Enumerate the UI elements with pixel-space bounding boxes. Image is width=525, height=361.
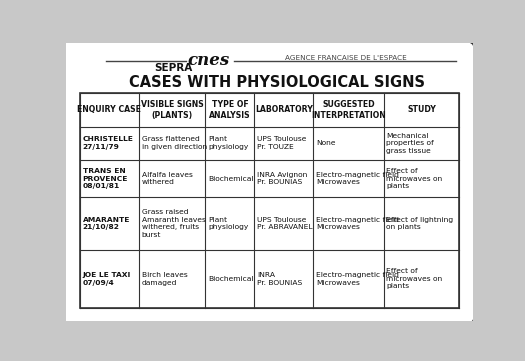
Text: INRA Avignon
Pr. BOUNIAS: INRA Avignon Pr. BOUNIAS	[257, 172, 308, 186]
FancyBboxPatch shape	[61, 41, 475, 324]
Text: Grass raised
Amaranth leaves
withered, fruits
burst: Grass raised Amaranth leaves withered, f…	[142, 209, 205, 238]
Text: SUGGESTED
INTERPRETATION: SUGGESTED INTERPRETATION	[311, 100, 386, 120]
Text: AMARANTE
21/10/82: AMARANTE 21/10/82	[83, 217, 130, 230]
Text: Biochemical: Biochemical	[208, 176, 254, 182]
Text: Plant
physiology: Plant physiology	[208, 136, 248, 150]
Text: Electro-magnetic field
Microwaves: Electro-magnetic field Microwaves	[316, 217, 399, 230]
Text: Effect of lightning
on plants: Effect of lightning on plants	[386, 217, 454, 230]
Text: VISIBLE SIGNS
(PLANTS): VISIBLE SIGNS (PLANTS)	[141, 100, 203, 120]
Text: SEPRA: SEPRA	[154, 63, 193, 73]
Text: INRA
Pr. BOUNIAS: INRA Pr. BOUNIAS	[257, 272, 302, 286]
Text: Birch leaves
damaged: Birch leaves damaged	[142, 272, 187, 286]
Text: AGENCE FRANCAISE DE L'ESPACE: AGENCE FRANCAISE DE L'ESPACE	[286, 55, 407, 61]
Text: cnes: cnes	[188, 52, 230, 69]
Text: Effect of
microwaves on
plants: Effect of microwaves on plants	[386, 269, 443, 290]
Text: UPS Toulouse
Pr. ABRAVANEL: UPS Toulouse Pr. ABRAVANEL	[257, 217, 313, 230]
Text: UPS Toulouse
Pr. TOUZE: UPS Toulouse Pr. TOUZE	[257, 136, 307, 150]
Text: JOE LE TAXI
07/09/4: JOE LE TAXI 07/09/4	[83, 272, 131, 286]
Text: Biochemical: Biochemical	[208, 276, 254, 282]
Text: LABORATORY: LABORATORY	[255, 105, 313, 114]
Text: ENQUIRY CASE: ENQUIRY CASE	[77, 105, 141, 114]
Text: None: None	[316, 140, 335, 146]
Text: STUDY: STUDY	[407, 105, 436, 114]
Text: Mechanical
properties of
grass tissue: Mechanical properties of grass tissue	[386, 133, 434, 154]
Text: Plant
physiology: Plant physiology	[208, 217, 248, 230]
Text: Effect of
microwaves on
plants: Effect of microwaves on plants	[386, 168, 443, 189]
Bar	[80, 93, 459, 308]
Text: Electro-magnetic field
Microwaves: Electro-magnetic field Microwaves	[316, 172, 399, 186]
Text: TYPE OF
ANALYSIS: TYPE OF ANALYSIS	[209, 100, 250, 120]
Text: Alfalfa leaves
withered: Alfalfa leaves withered	[142, 172, 193, 186]
Text: CHRISTELLE
27/11/79: CHRISTELLE 27/11/79	[83, 136, 133, 150]
Text: Electro-magnetic field
Microwaves: Electro-magnetic field Microwaves	[316, 272, 399, 286]
Text: TRANS EN
PROVENCE
08/01/81: TRANS EN PROVENCE 08/01/81	[83, 168, 128, 189]
Text: CASES WITH PHYSIOLOGICAL SIGNS: CASES WITH PHYSIOLOGICAL SIGNS	[129, 75, 425, 90]
Text: Grass flattened
in given direction: Grass flattened in given direction	[142, 136, 207, 150]
